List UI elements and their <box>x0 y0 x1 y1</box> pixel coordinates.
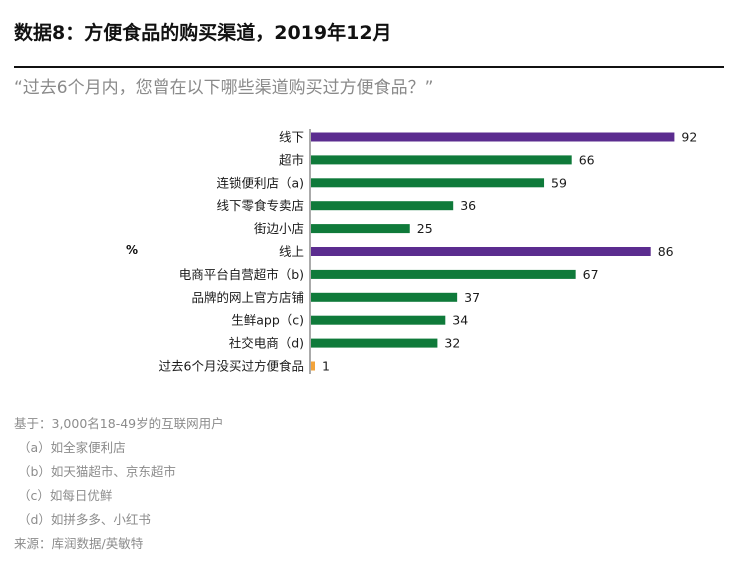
category-label: 超市 <box>279 152 304 167</box>
category-label: 生鲜app（c) <box>231 313 304 328</box>
value-label: 32 <box>444 336 460 351</box>
value-label: 37 <box>464 290 480 305</box>
survey-question: “过去6个月内，您曾在以下哪些渠道购买过方便食品？” <box>14 78 434 98</box>
bar <box>311 338 438 348</box>
footer-note-c: （c）如每日优鲜 <box>18 488 113 503</box>
category-label: 线下零食专卖店 <box>216 198 304 213</box>
category-label: 连锁便利店（a) <box>216 175 304 190</box>
category-label: 社交电商（d) <box>229 336 304 351</box>
bar <box>311 361 315 371</box>
chart-title: 数据8：方便食品的购买渠道，2019年12月 <box>14 22 392 44</box>
value-label: 34 <box>452 313 468 328</box>
value-label: 86 <box>658 244 674 259</box>
bar <box>311 315 446 325</box>
footer-base-note: 基于：3,000名18-49岁的互联网用户 <box>14 416 224 431</box>
category-label: 街边小店 <box>254 221 304 236</box>
bar <box>311 224 410 234</box>
category-label: 电商平台自营超市（b) <box>179 267 304 282</box>
value-label: 36 <box>460 198 476 213</box>
category-label: 过去6个月没买过方便食品 <box>159 359 304 374</box>
bar <box>311 178 545 188</box>
bar-chart: 线下 92 超市 66 连锁便利店（a) 59 线下零食专卖店 36 街边小店 25 线上 86 电商平… <box>159 129 697 374</box>
value-label: 92 <box>681 130 697 145</box>
value-label: 66 <box>579 152 595 167</box>
footer-note-d: （d）如拼多多、小红书 <box>18 512 151 527</box>
bar <box>311 155 572 165</box>
category-label: 品牌的网上官方店铺 <box>191 290 304 305</box>
value-label: 25 <box>417 221 433 236</box>
bar <box>311 292 458 302</box>
bar <box>311 201 454 211</box>
value-label: 67 <box>583 267 599 282</box>
footer-source: 来源：库润数据/英敏特 <box>14 536 144 551</box>
value-label: 1 <box>322 359 330 374</box>
bar <box>311 269 576 279</box>
category-label: 线下 <box>279 130 304 145</box>
category-label: 线上 <box>279 244 304 259</box>
footer-note-a: （a）如全家便利店 <box>18 440 126 455</box>
bar <box>311 132 675 142</box>
bar <box>311 247 651 256</box>
unit-label: % <box>126 243 139 257</box>
value-label: 59 <box>551 175 567 190</box>
footer-note-b: （b）如天猫超市、京东超市 <box>18 464 176 479</box>
title-divider <box>14 66 724 68</box>
